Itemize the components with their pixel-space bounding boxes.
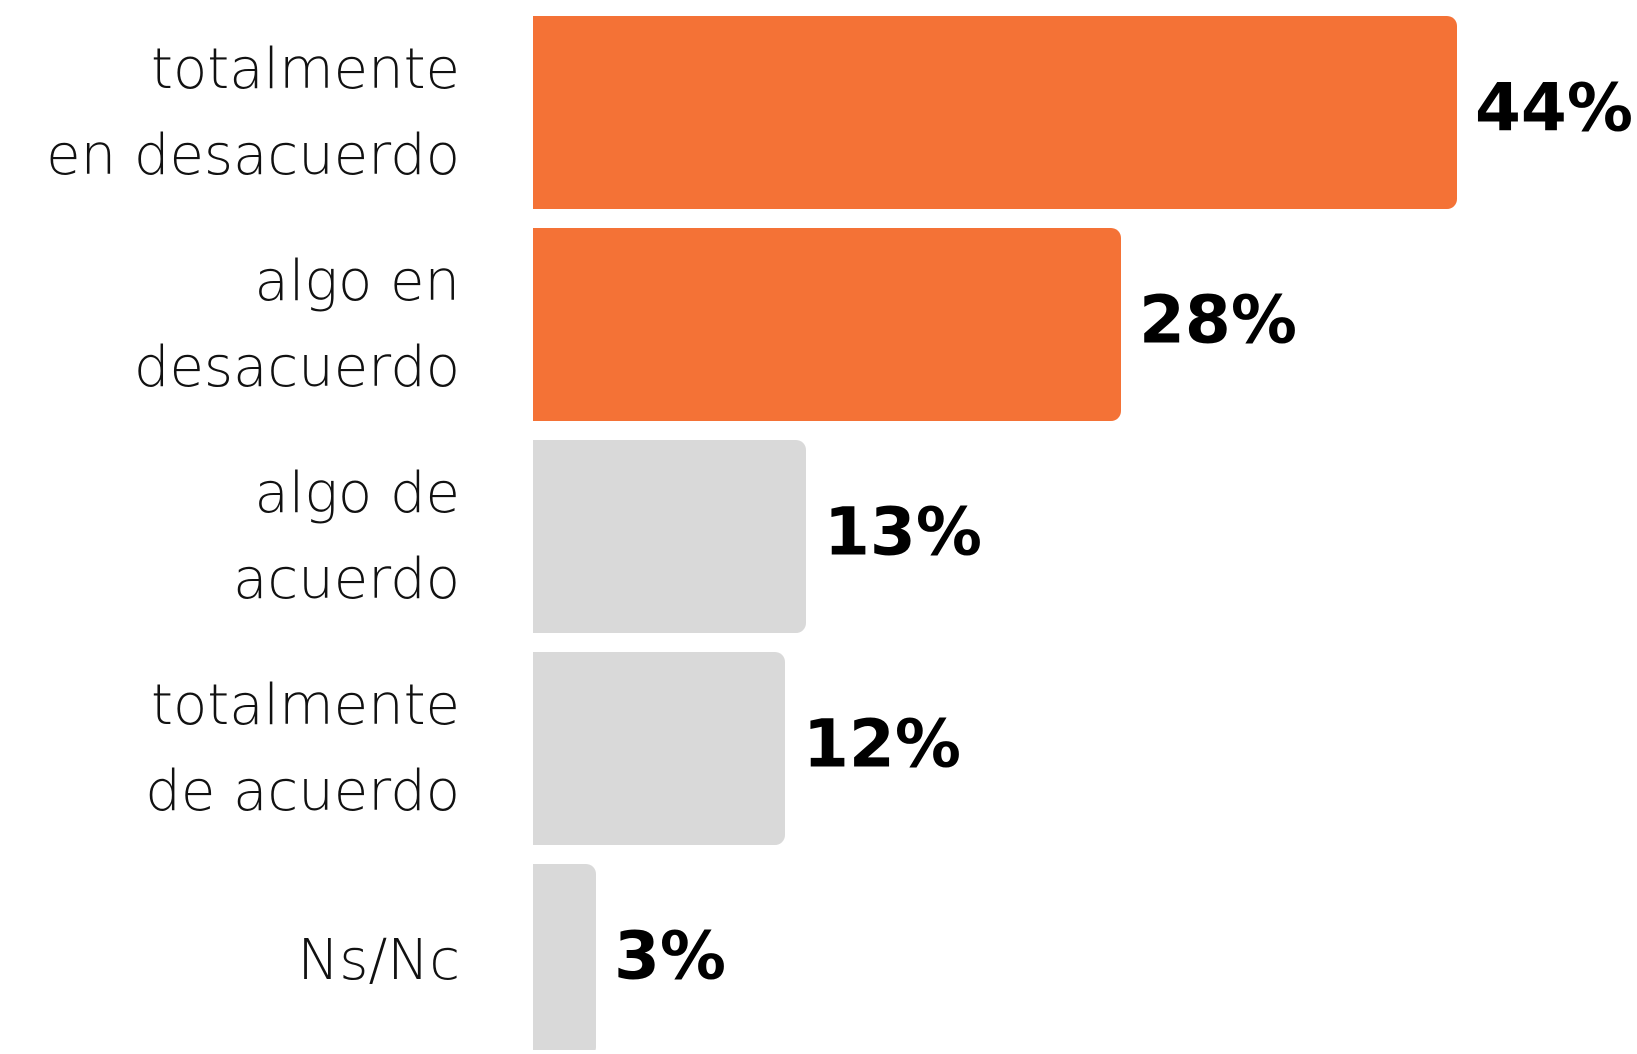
bar-left-edge — [533, 228, 545, 421]
value-label: 28% — [1139, 282, 1297, 359]
category-label: totalmente en desacuerdo — [46, 36, 460, 188]
category-label: totalmente de acuerdo — [145, 672, 460, 824]
bar-left-edge — [533, 864, 545, 1054]
bar — [533, 228, 1121, 421]
bar-left-edge — [533, 16, 545, 209]
bar — [533, 652, 785, 845]
bar-left-edge — [533, 440, 545, 633]
value-label: 13% — [824, 494, 982, 571]
bar — [533, 16, 1457, 209]
value-label: 44% — [1475, 70, 1633, 147]
bar — [533, 864, 596, 1054]
category-label: Ns/Nc — [297, 927, 460, 993]
value-label: 3% — [614, 918, 726, 995]
bar — [533, 440, 806, 633]
bar-left-edge — [533, 652, 545, 845]
value-label: 12% — [803, 706, 961, 783]
category-label: algo en desacuerdo — [133, 248, 460, 400]
category-label: algo de acuerdo — [233, 460, 460, 612]
